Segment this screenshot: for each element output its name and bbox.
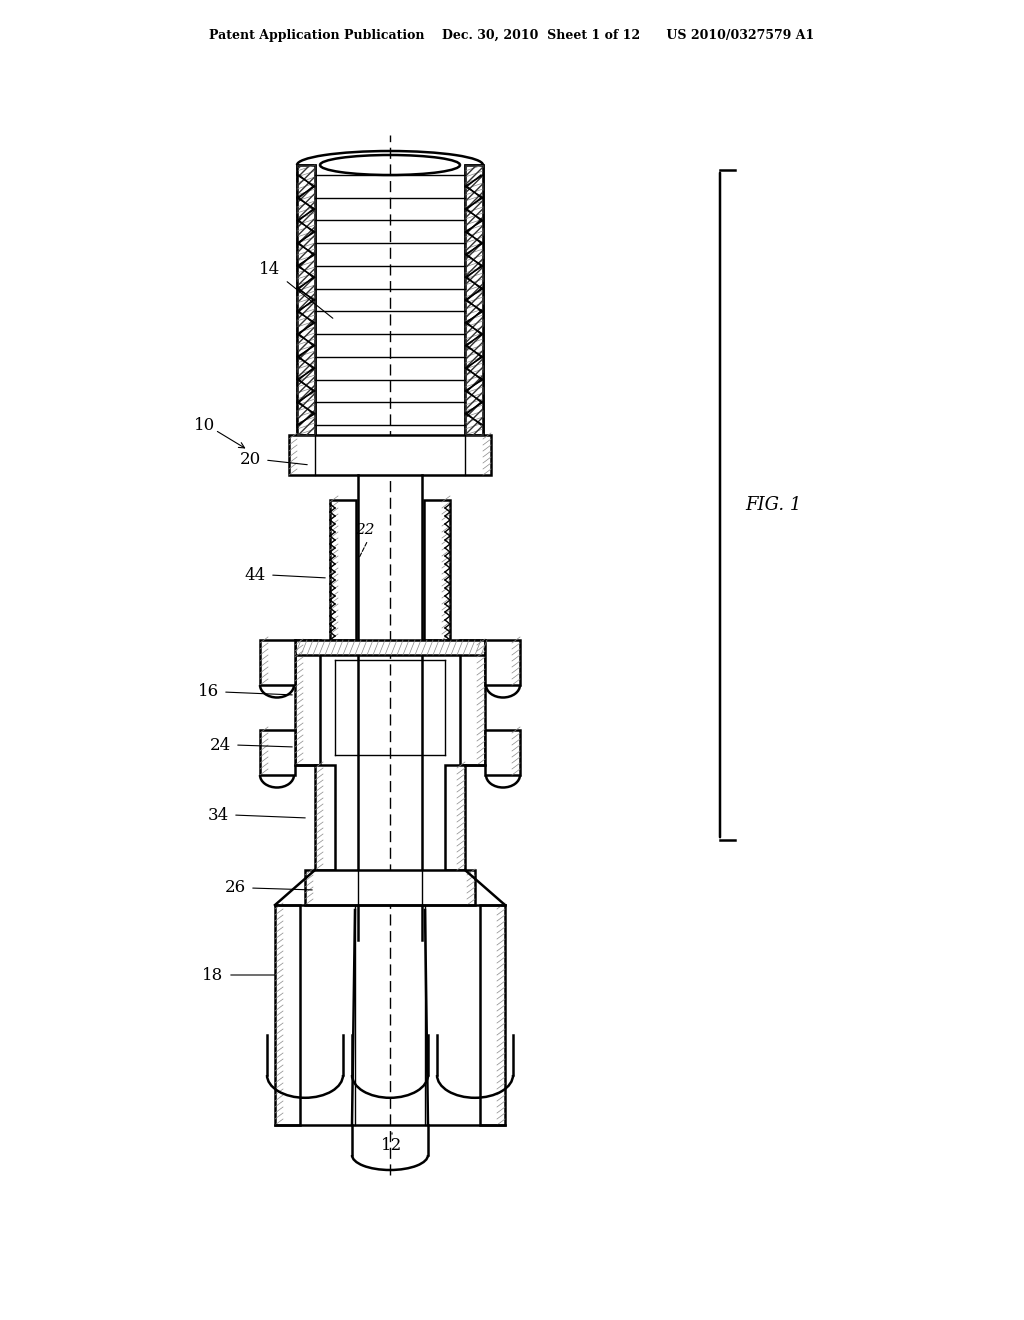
Bar: [260, 640, 295, 685]
Bar: [465, 165, 483, 436]
Text: 16: 16: [198, 684, 218, 701]
Bar: [465, 165, 483, 436]
Bar: [485, 640, 520, 685]
Bar: [289, 436, 490, 475]
Bar: [297, 165, 315, 436]
Text: 24: 24: [209, 737, 230, 754]
Bar: [260, 730, 295, 775]
Bar: [295, 640, 319, 766]
Bar: [275, 906, 300, 1125]
Text: 10: 10: [195, 417, 216, 433]
Text: Patent Application Publication    Dec. 30, 2010  Sheet 1 of 12      US 2010/0327: Patent Application Publication Dec. 30, …: [209, 29, 815, 41]
Text: 22: 22: [355, 523, 375, 537]
Text: 12: 12: [381, 1137, 402, 1154]
Bar: [480, 906, 505, 1125]
Bar: [460, 640, 485, 766]
Bar: [297, 165, 315, 436]
Text: 20: 20: [240, 451, 261, 469]
Bar: [424, 500, 450, 640]
Text: 34: 34: [208, 807, 228, 824]
Bar: [465, 165, 483, 436]
Text: 18: 18: [203, 966, 223, 983]
Text: 14: 14: [259, 261, 281, 279]
Bar: [315, 766, 335, 870]
Bar: [485, 730, 520, 775]
Bar: [297, 165, 315, 436]
Bar: [295, 640, 485, 655]
Bar: [330, 500, 356, 640]
Text: 26: 26: [224, 879, 246, 896]
Bar: [305, 870, 475, 906]
Text: FIG. 1: FIG. 1: [745, 496, 802, 513]
Bar: [445, 766, 465, 870]
Text: 44: 44: [245, 566, 265, 583]
